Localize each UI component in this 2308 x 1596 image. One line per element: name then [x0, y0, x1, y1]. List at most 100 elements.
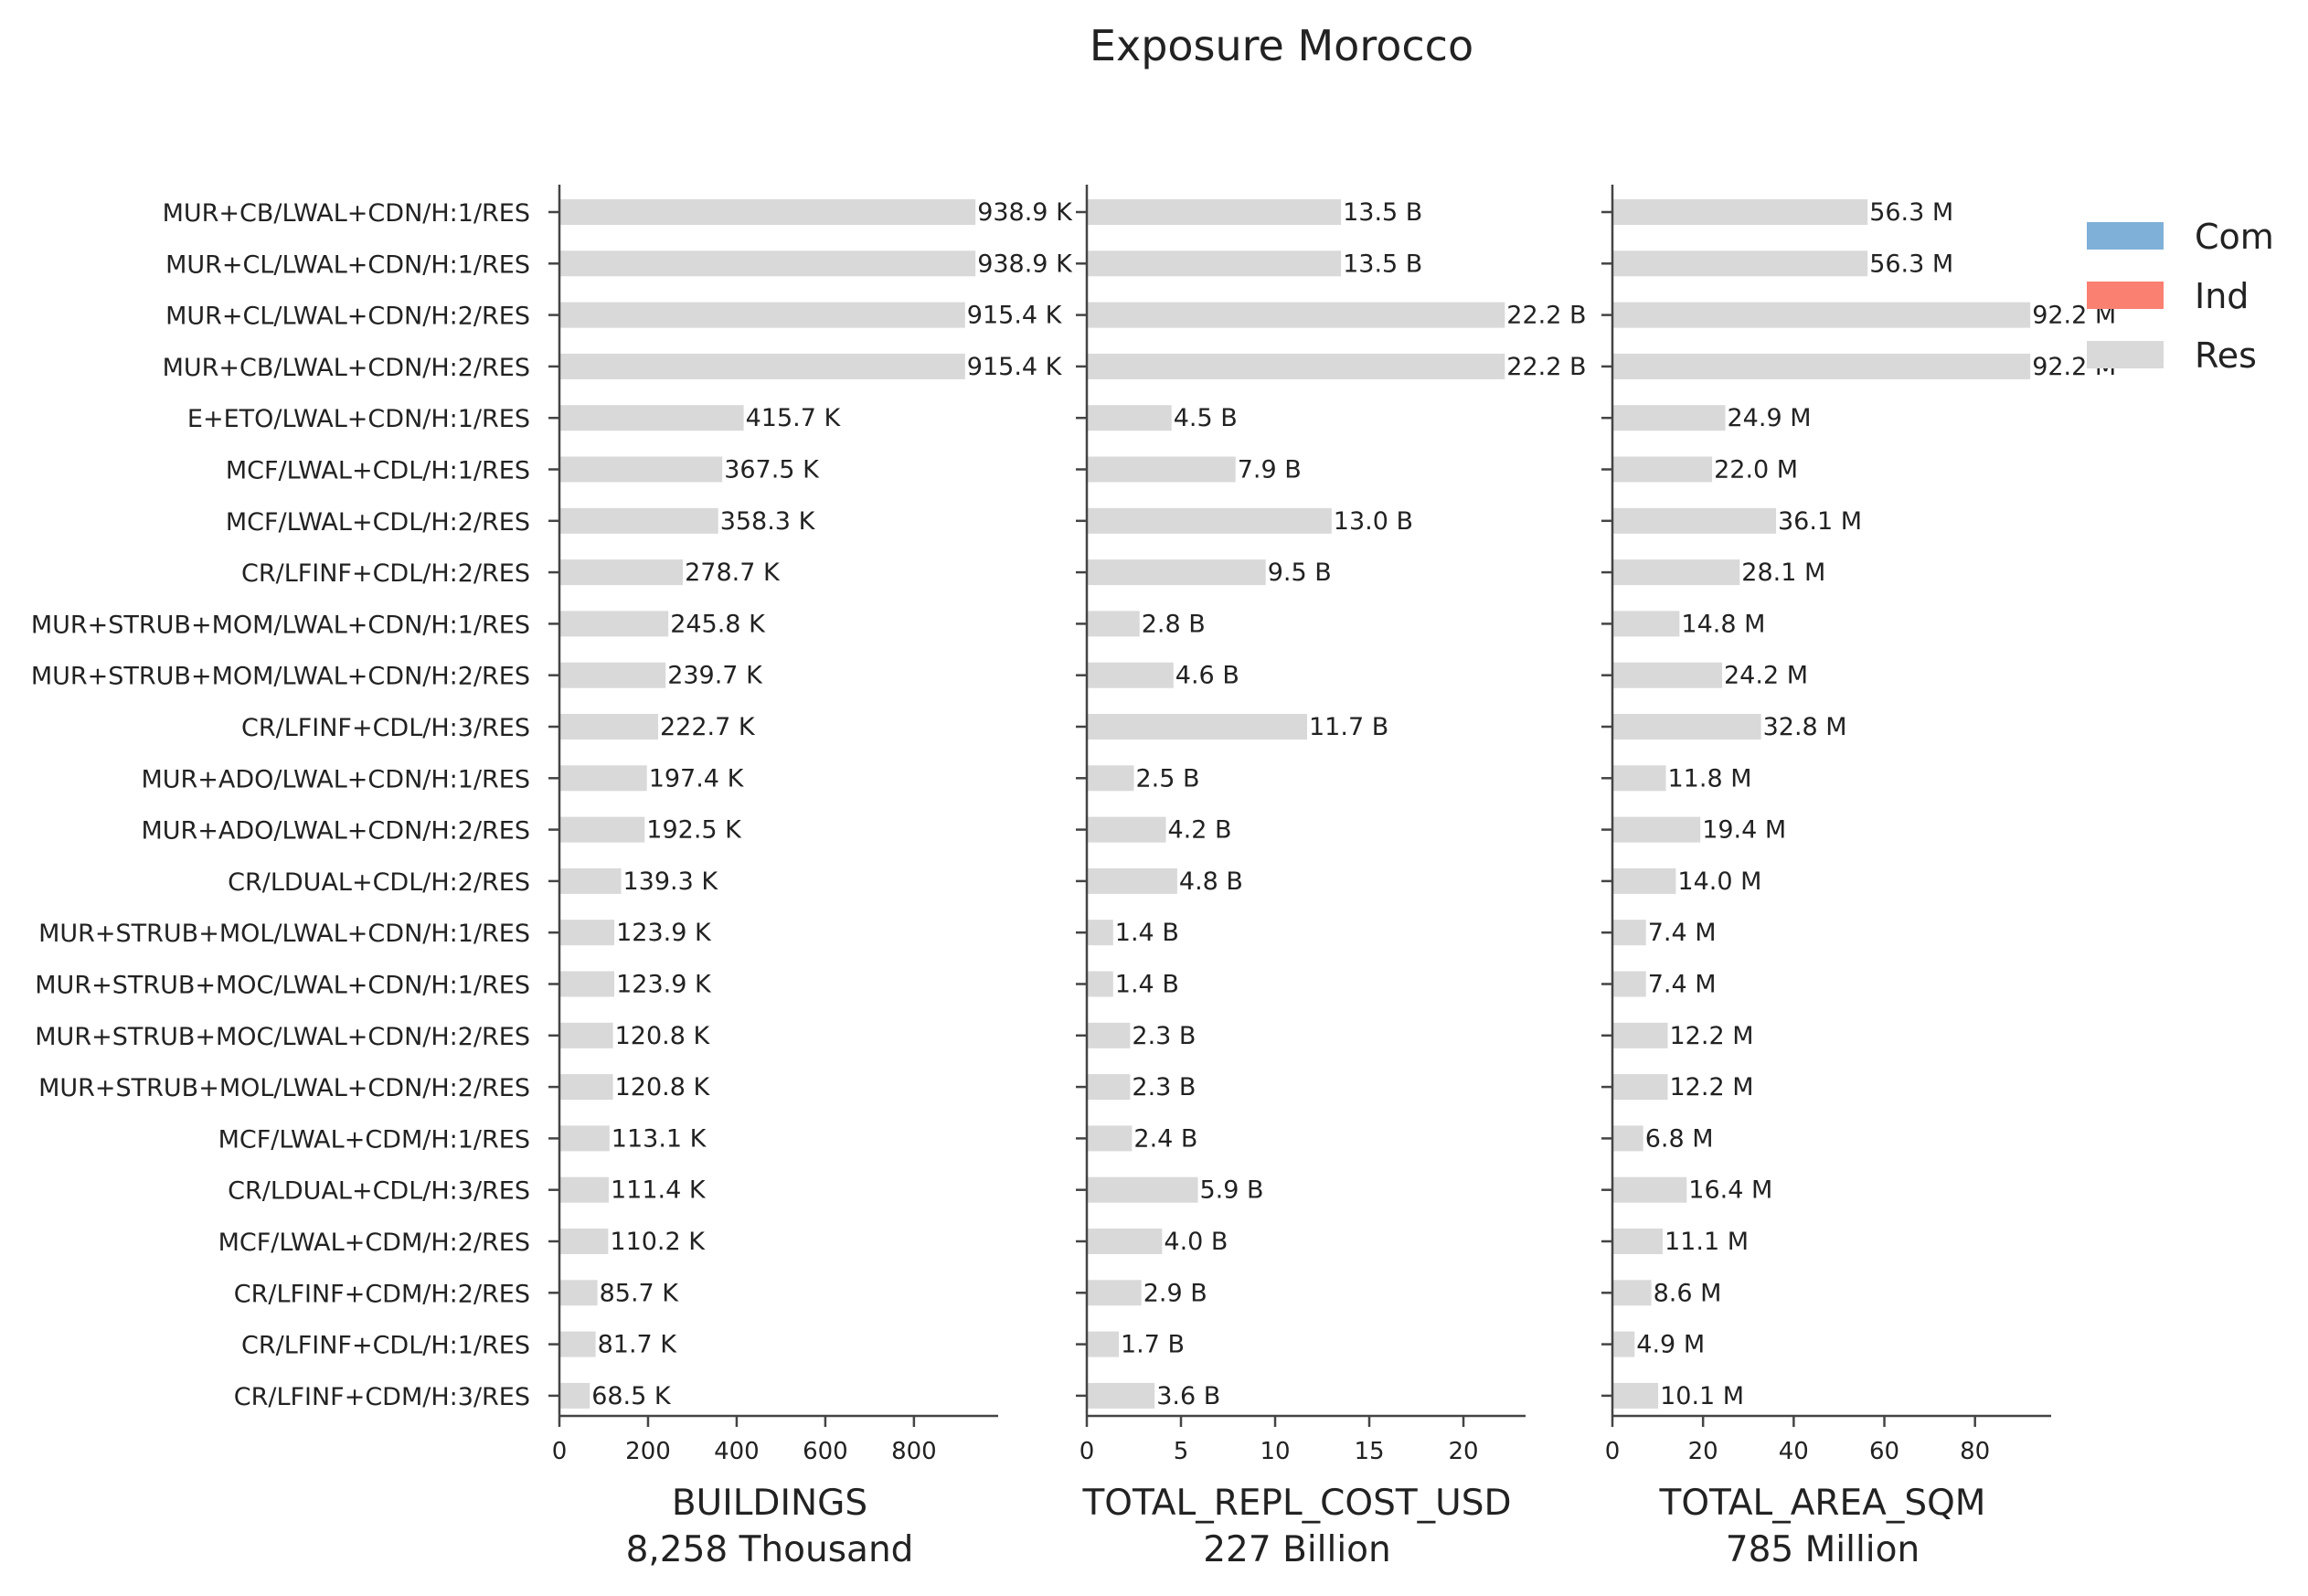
x-tick-label: 0	[1605, 1438, 1621, 1465]
legend-swatch-ind	[2087, 282, 2164, 309]
bar-value-label: 13.0 B	[1334, 507, 1413, 536]
bar-value-label: 14.0 M	[1677, 867, 1761, 896]
bar-value-label: 13.5 B	[1343, 198, 1422, 227]
bar-value-label: 1.7 B	[1121, 1331, 1185, 1359]
bar	[559, 1022, 613, 1048]
bar-value-label: 56.3 M	[1869, 250, 1953, 278]
x-tick-label: 600	[803, 1438, 848, 1465]
bar	[559, 1382, 590, 1409]
bar	[1612, 456, 1713, 483]
bar-value-label: 14.8 M	[1681, 610, 1765, 638]
category-tick-label: MCF/LWAL+CDL/H:1/RES	[226, 457, 530, 485]
bar	[1612, 816, 1701, 843]
bar	[1612, 353, 2031, 379]
bar-value-label: 56.3 M	[1869, 198, 1953, 227]
bar-value-label: 915.4 K	[967, 302, 1063, 330]
bar	[559, 456, 723, 483]
bar-value-label: 11.8 M	[1668, 764, 1752, 793]
bar-value-label: 110.2 K	[610, 1228, 706, 1256]
panel-total-repl-cost-usd: 13.5 B 13.5 B 22.2 B 22.2 B 4.5 B7.9 B 13.0 B…	[1076, 185, 1587, 1570]
category-tick-label: MCF/LWAL+CDM/H:2/RES	[218, 1229, 530, 1257]
bar-value-label: 22.0 M	[1714, 456, 1798, 484]
bar-value-label: 113.1 K	[612, 1124, 707, 1153]
bar	[1612, 507, 1776, 534]
bar-value-label: 6.8 M	[1645, 1124, 1714, 1153]
x-axis-subtitle: 785 Million	[1726, 1529, 1920, 1570]
x-tick-label: 0	[552, 1438, 568, 1465]
bar	[1612, 199, 1868, 225]
bar	[559, 611, 669, 637]
bar	[1087, 920, 1113, 946]
bar-value-label: 2.8 B	[1142, 610, 1206, 638]
bar	[1087, 971, 1113, 997]
bar-value-label: 192.5 K	[646, 816, 742, 845]
bar-value-label: 2.5 B	[1136, 764, 1200, 793]
x-axis-title: TOTAL_REPL_COST_USD	[1081, 1483, 1511, 1524]
bar-value-label: 197.4 K	[649, 764, 745, 793]
chart-title: Exposure Morocco	[1090, 21, 1473, 70]
bar-value-label: 4.8 B	[1179, 867, 1243, 896]
legend-label-ind: Ind	[2195, 276, 2249, 316]
panel-total-area-sqm: 56.3 M56.3 M92.2 M92.2 M24.9 M22.0 M36.1…	[1601, 185, 2116, 1570]
bar-value-label: 16.4 M	[1688, 1176, 1772, 1205]
bar-value-label: 13.5 B	[1343, 250, 1422, 278]
category-tick-label: E+ETO/LWAL+CDN/H:1/RES	[187, 405, 530, 433]
x-axis-subtitle: 227 Billion	[1203, 1529, 1391, 1570]
category-tick-label: MUR+CL/LWAL+CDN/H:1/RES	[165, 250, 530, 279]
bar-value-label: 4.2 B	[1168, 816, 1232, 845]
bar-value-label: 11.7 B	[1309, 713, 1388, 741]
category-tick-label: CR/LFINF+CDL/H:1/RES	[241, 1332, 530, 1360]
x-tick-label: 60	[1869, 1438, 1899, 1465]
bar-value-label: 239.7 K	[667, 662, 763, 690]
bar-value-label: 36.1 M	[1778, 507, 1862, 536]
category-tick-label: CR/LFINF+CDM/H:2/RES	[234, 1280, 530, 1308]
bar	[559, 1280, 598, 1306]
category-tick-label: MUR+ADO/LWAL+CDN/H:1/RES	[141, 765, 530, 793]
bar	[559, 559, 684, 586]
category-tick-label: MUR+STRUB+MOL/LWAL+CDN/H:1/RES	[38, 920, 530, 948]
category-tick-label: CR/LFINF+CDM/H:3/RES	[234, 1383, 530, 1411]
category-tick-label: CR/LFINF+CDL/H:3/RES	[241, 714, 530, 742]
x-tick-label: 15	[1354, 1438, 1384, 1465]
bar	[1087, 559, 1266, 586]
bar	[1087, 816, 1166, 843]
category-tick-label: CR/LFINF+CDL/H:2/RES	[241, 559, 530, 588]
x-axis-title: TOTAL_AREA_SQM	[1659, 1483, 1986, 1524]
bar-value-label: 1.4 B	[1115, 919, 1179, 947]
bar	[1087, 1125, 1133, 1152]
bar-value-label: 4.6 B	[1175, 662, 1239, 690]
bar	[559, 714, 658, 739]
bar	[559, 816, 645, 843]
bar	[1087, 1022, 1131, 1048]
x-tick-label: 10	[1260, 1438, 1290, 1465]
bar	[1087, 765, 1134, 792]
bar	[1612, 1176, 1687, 1203]
legend-swatch-com	[2087, 222, 2164, 250]
x-tick-label: 20	[1448, 1438, 1478, 1465]
bar	[1087, 662, 1174, 688]
bar	[559, 1074, 613, 1101]
bar	[1612, 867, 1676, 894]
bar	[559, 867, 622, 894]
category-tick-label: CR/LDUAL+CDL/H:3/RES	[228, 1177, 530, 1206]
bar	[1612, 1074, 1668, 1101]
bar-value-label: 1.4 B	[1115, 971, 1179, 999]
category-tick-label: MUR+STRUB+MOC/LWAL+CDN/H:2/RES	[35, 1023, 530, 1051]
bar-value-label: 245.8 K	[670, 610, 766, 638]
bar-value-label: 139.3 K	[623, 867, 719, 896]
bar	[559, 920, 615, 946]
bar	[1612, 1280, 1652, 1306]
bar-value-label: 12.2 M	[1670, 1073, 1754, 1101]
bar	[559, 302, 965, 328]
x-tick-label: 20	[1688, 1438, 1718, 1465]
bar-value-label: 9.5 B	[1268, 559, 1332, 587]
bar-value-label: 5.9 B	[1200, 1176, 1264, 1205]
x-tick-label: 800	[891, 1438, 937, 1465]
bar-value-label: 32.8 M	[1763, 713, 1847, 741]
bar-value-label: 2.3 B	[1132, 1073, 1196, 1101]
bar-value-label: 7.4 M	[1648, 971, 1717, 999]
bar	[1087, 1074, 1131, 1101]
bar	[1087, 507, 1332, 534]
bar	[1087, 1176, 1198, 1203]
bar	[559, 1176, 609, 1203]
